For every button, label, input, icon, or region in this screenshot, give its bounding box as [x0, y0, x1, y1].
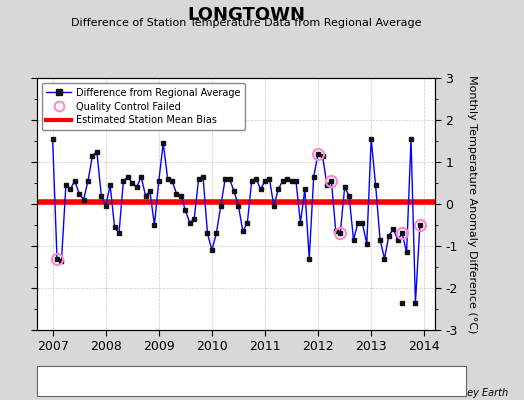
Text: ■: ■	[362, 376, 372, 386]
Text: Station Move: Station Move	[58, 376, 126, 386]
Text: ▲: ▲	[141, 376, 150, 386]
Text: ♦: ♦	[47, 376, 57, 386]
Legend: Difference from Regional Average, Quality Control Failed, Estimated Station Mean: Difference from Regional Average, Qualit…	[41, 83, 245, 130]
Text: Record Gap: Record Gap	[152, 376, 212, 386]
Text: Berkeley Earth: Berkeley Earth	[436, 388, 508, 398]
Text: Difference of Station Temperature Data from Regional Average: Difference of Station Temperature Data f…	[71, 18, 421, 28]
Text: ▼: ▼	[231, 376, 239, 386]
Y-axis label: Monthly Temperature Anomaly Difference (°C): Monthly Temperature Anomaly Difference (…	[467, 75, 477, 333]
Text: Time of Obs. Change: Time of Obs. Change	[241, 376, 350, 386]
Text: LONGTOWN: LONGTOWN	[187, 6, 305, 24]
Text: Empirical Break: Empirical Break	[372, 376, 454, 386]
